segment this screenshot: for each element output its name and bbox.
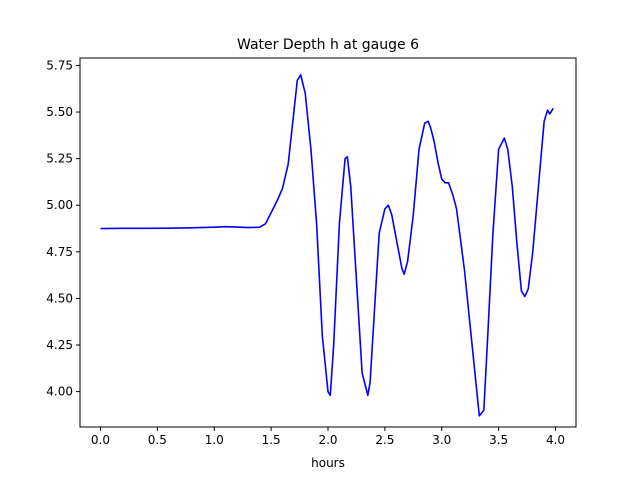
y-tick-label: 5.50 [46, 105, 73, 119]
x-axis-title: hours [311, 456, 345, 470]
y-tick-label: 4.75 [46, 245, 73, 259]
y-tick-label: 5.75 [46, 58, 73, 72]
x-axis: 0.0 0.5 1.0 1.5 2.0 2.5 3.0 3.5 4.0 [91, 427, 565, 447]
series-line-0 [100, 73, 554, 417]
y-tick-label: 5.25 [46, 152, 73, 166]
y-tick-label: 4.50 [46, 291, 73, 305]
y-axis: 4.00 4.25 4.50 4.75 5.00 5.25 5.50 5.75 [46, 58, 80, 399]
x-tick-label: 3.5 [489, 433, 508, 447]
y-tick-label: 4.00 [46, 385, 73, 399]
x-tick-label: 2.0 [318, 433, 337, 447]
chart-title: Water Depth h at gauge 6 [237, 37, 419, 53]
x-tick-label: 4.0 [546, 433, 565, 447]
x-tick-label: 3.0 [432, 433, 451, 447]
y-tick-label: 4.25 [46, 338, 73, 352]
plot-area [79, 57, 577, 428]
x-tick-label: 1.0 [205, 433, 224, 447]
plot-frame [79, 57, 577, 428]
x-tick-label: 0.5 [148, 433, 167, 447]
x-tick-label: 2.5 [375, 433, 394, 447]
y-tick-label: 5.00 [46, 198, 73, 212]
x-tick-label: 0.0 [91, 433, 110, 447]
x-tick-label: 1.5 [262, 433, 281, 447]
